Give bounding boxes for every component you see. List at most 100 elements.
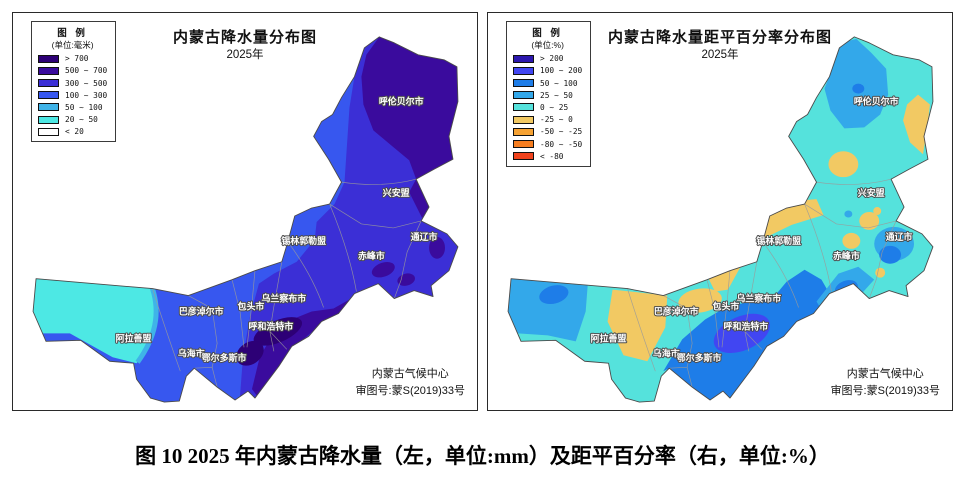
page-title: 内蒙古降水量距平百分率分布图	[607, 29, 832, 46]
legend-swatch	[513, 140, 534, 148]
page-subtitle: 2025年	[701, 49, 739, 61]
league-boundaries	[627, 178, 897, 388]
map-label-通辽市: 通辽市	[886, 231, 913, 242]
attribution-line-2: 审图号:蒙S(2019)33号	[830, 384, 940, 397]
legend-label: 100 ~ 300	[65, 90, 108, 100]
map-label-呼和浩特市: 呼和浩特市	[249, 320, 294, 331]
map-label-赤峰市: 赤峰市	[833, 250, 860, 261]
legend-unit: (单位:%)	[531, 40, 564, 50]
legend-swatch	[38, 66, 59, 75]
legend-label: 500 ~ 700	[65, 66, 108, 76]
legend-entry: 50 ~ 100	[38, 103, 107, 112]
legend-label: < 20	[65, 127, 84, 137]
anomaly-zone-negative-alxa	[607, 289, 668, 362]
legend-swatch	[513, 127, 534, 136]
map-label-通辽市: 通辽市	[411, 231, 438, 242]
attribution-line-1: 内蒙古气候中心	[371, 367, 449, 380]
legend-box: 图 例 (单位:毫米) > 700 500 ~ 700 300 ~ 500 100 ~…	[31, 21, 117, 143]
map-label-包头市: 包头市	[238, 301, 265, 312]
legend-entry: 500 ~ 700	[38, 66, 107, 75]
precip-zone-20-50	[33, 278, 159, 364]
map-label-乌兰察布市: 乌兰察布市	[736, 293, 781, 304]
legend-swatch	[38, 115, 59, 124]
map-label-乌海市: 乌海市	[178, 347, 205, 358]
map-label-乌兰察布市: 乌兰察布市	[261, 293, 306, 304]
legend-swatch	[513, 91, 534, 100]
legend-swatch	[38, 103, 59, 112]
legend-label: -25 ~ 0	[540, 115, 573, 125]
legend-label: > 200	[540, 54, 564, 64]
map-label-鄂尔多斯市: 鄂尔多斯市	[677, 352, 722, 363]
attribution-line-1: 内蒙古气候中心	[846, 367, 924, 380]
legend-swatch	[513, 79, 534, 88]
legend-label: -80 ~ -50	[540, 139, 583, 149]
legend-entry: > 200	[513, 54, 582, 63]
legend-swatch	[38, 79, 59, 88]
map-label-阿拉善盟: 阿拉善盟	[116, 332, 152, 343]
legend-swatch	[513, 103, 534, 112]
map-label-包头市: 包头市	[713, 301, 740, 312]
legend-swatch	[513, 152, 534, 161]
legend-entry: 0 ~ 25	[513, 103, 582, 112]
legend-entry: < -80	[513, 152, 582, 161]
map-label-巴彦淖尔市: 巴彦淖尔市	[654, 305, 699, 316]
map-label-巴彦淖尔市: 巴彦淖尔市	[179, 305, 224, 316]
legend-entry: 20 ~ 50	[38, 115, 107, 124]
legend-swatch	[38, 91, 59, 100]
legend-label: 100 ~ 200	[540, 66, 583, 76]
page-title: 内蒙古降水量分布图	[172, 29, 317, 46]
precip-zone-500-700-northeast	[361, 36, 458, 180]
legend-swatch	[513, 54, 534, 63]
legend-label: 0 ~ 25	[540, 102, 569, 112]
anomaly-zone-negative-east	[903, 94, 930, 155]
legend-unit: (单位:毫米)	[51, 40, 94, 50]
legend-swatch	[38, 127, 59, 136]
legend-entry: 25 ~ 50	[513, 91, 582, 100]
anomaly-map-panel: 呼伦贝尔市 兴安盟 通辽市 赤峰市 锡林郭勒盟 乌兰察布市 包头市 巴彦淖尔市 呼和浩特市 阿拉善…	[487, 12, 953, 411]
legend-swatch	[513, 66, 534, 75]
legend-title: 图 例	[532, 28, 563, 39]
legend-title: 图 例	[57, 28, 88, 39]
map-label-赤峰市: 赤峰市	[358, 250, 385, 261]
legend-label: -50 ~ -25	[540, 127, 583, 137]
inner-mongolia-outline	[32, 36, 459, 403]
anomaly-zone-25-50-hulunbuir	[824, 38, 889, 129]
map-label-乌海市: 乌海市	[653, 347, 680, 358]
legend-swatch	[38, 54, 59, 63]
legend-box: 图 例 (单位:%) > 200 100 ~ 200 50 ~ 100 25 ~ 50…	[506, 21, 592, 167]
legend-label: < -80	[540, 151, 564, 161]
inner-mongolia-outline	[507, 36, 934, 403]
precipitation-map-panel: 呼伦贝尔市 兴安盟 通辽市 赤峰市 锡林郭勒盟 乌兰察布市 包头市 巴彦淖尔市 呼和浩特市 阿拉善…	[12, 12, 478, 411]
legend-entry: -80 ~ -50	[513, 140, 582, 149]
legend-label: 50 ~ 100	[65, 102, 103, 112]
legend-entry: < 20	[38, 127, 107, 136]
map-label-阿拉善盟: 阿拉善盟	[591, 332, 627, 343]
legend-label: > 700	[65, 54, 89, 64]
map-label-锡林郭勒盟: 锡林郭勒盟	[281, 235, 326, 246]
legend-label: 50 ~ 100	[540, 78, 578, 88]
map-label-锡林郭勒盟: 锡林郭勒盟	[756, 235, 801, 246]
precip-zone-over-700	[253, 317, 303, 346]
legend-swatch	[513, 115, 534, 124]
legend-entry: 100 ~ 300	[38, 91, 107, 100]
legend-entry: 300 ~ 500	[38, 79, 107, 88]
legend-entry: -50 ~ -25	[513, 127, 582, 136]
map-label-呼伦贝尔市: 呼伦贝尔市	[379, 96, 424, 107]
map-label-呼伦贝尔市: 呼伦贝尔市	[854, 96, 899, 107]
map-label-鄂尔多斯市: 鄂尔多斯市	[202, 352, 247, 363]
legend-entry: 100 ~ 200	[513, 66, 582, 75]
attribution-line-2: 审图号:蒙S(2019)33号	[355, 384, 465, 397]
legend-label: 20 ~ 50	[65, 115, 98, 125]
legend-label: 25 ~ 50	[540, 90, 573, 100]
legend-entry: > 700	[38, 54, 107, 63]
map-label-兴安盟: 兴安盟	[858, 187, 885, 198]
attribution: 内蒙古气候中心 审图号:蒙S(2019)33号	[831, 366, 940, 400]
legend-label: 300 ~ 500	[65, 78, 108, 88]
league-boundaries	[152, 178, 422, 388]
attribution: 内蒙古气候中心 审图号:蒙S(2019)33号	[356, 366, 465, 400]
